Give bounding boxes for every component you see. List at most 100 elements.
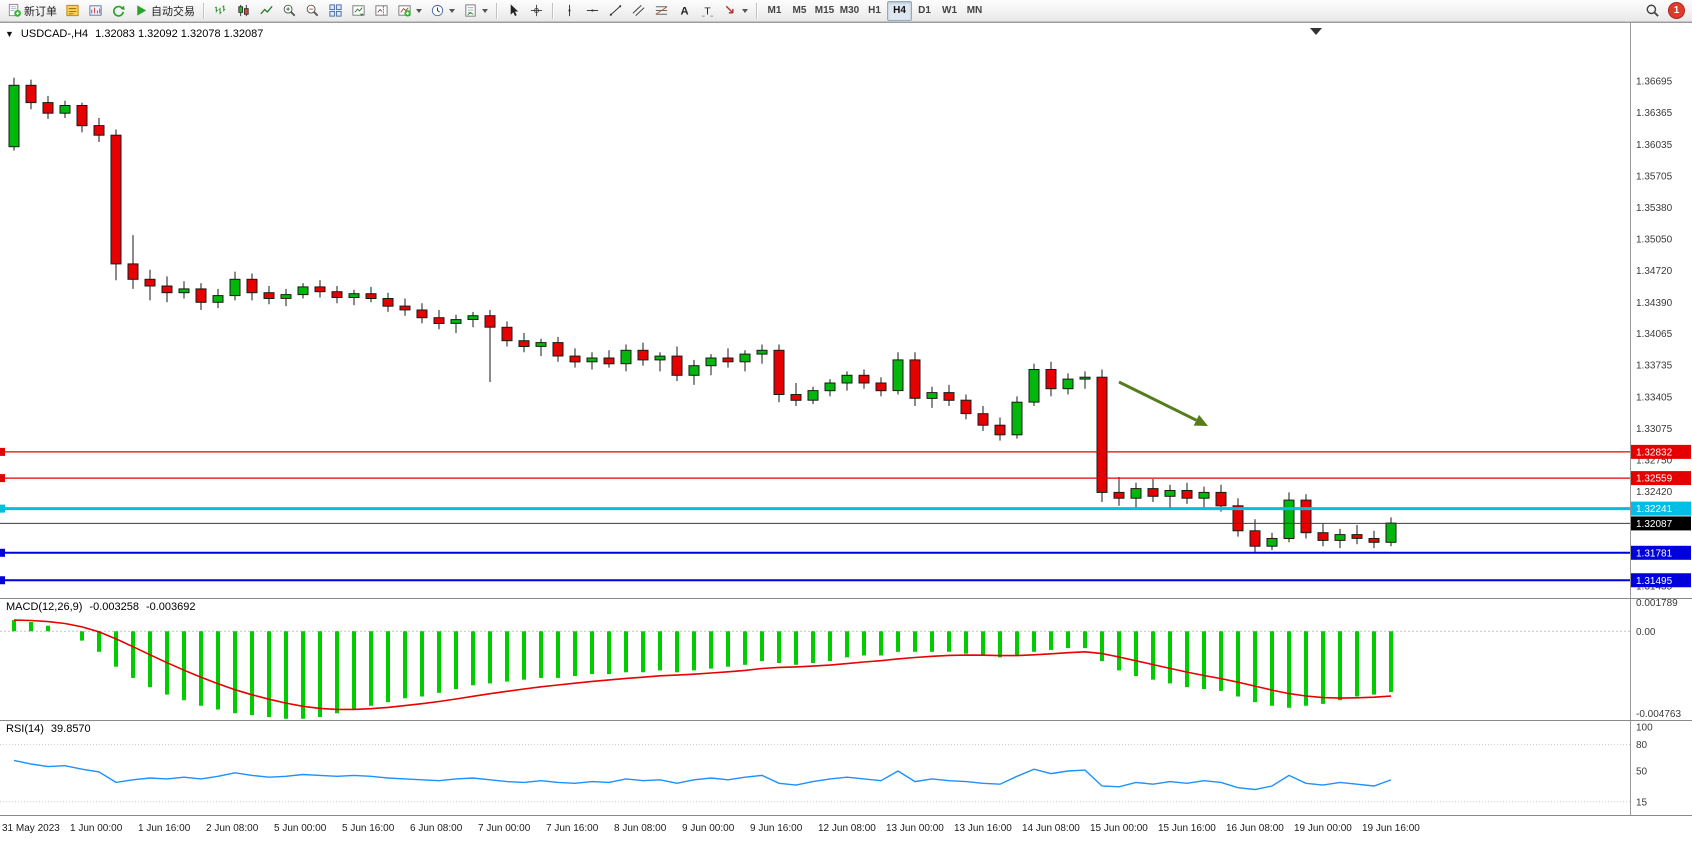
svg-text:5 Jun 00:00: 5 Jun 00:00: [274, 823, 327, 834]
terminal-button[interactable]: [84, 0, 107, 22]
svg-text:1.34065: 1.34065: [1636, 329, 1673, 340]
metaeditor-button[interactable]: [61, 0, 84, 22]
auto-scroll-button[interactable]: [347, 0, 370, 22]
svg-text:1.32559: 1.32559: [1636, 474, 1673, 485]
rsi-name: RSI(14): [6, 723, 44, 735]
candle-body: [1283, 499, 1295, 540]
candle-body: [688, 365, 700, 376]
timeframe-m1-button[interactable]: M1: [767, 5, 782, 16]
candle-body: [518, 340, 530, 348]
search-icon: [1646, 4, 1659, 17]
svg-text:1.31781: 1.31781: [1636, 548, 1673, 559]
timeframe-m15-button[interactable]: M15: [814, 5, 835, 16]
template-icon: [465, 4, 476, 17]
candle-body: [977, 413, 989, 426]
text-a-icon: A: [680, 6, 688, 18]
hline-1.31495[interactable]: 1.31495: [0, 573, 1691, 588]
rsi-value: 39.8570: [50, 723, 91, 735]
candle-body: [705, 357, 717, 367]
hline-1.31781[interactable]: 1.31781: [0, 545, 1691, 560]
trend-arrow[interactable]: [1118, 380, 1208, 426]
cursor-button[interactable]: [502, 0, 525, 22]
vertical-line-icon: [568, 4, 571, 17]
rsi-indicator-label: RSI(14) 39.8570: [6, 723, 91, 735]
text-label-t-icon: T: [701, 6, 714, 17]
candle-body: [960, 399, 972, 415]
candle-body: [280, 294, 292, 299]
trendline-icon: [609, 5, 622, 16]
macd-indicator-label: MACD(12,26,9) -0.003258 -0.003692: [6, 601, 196, 613]
svg-text:1.35050: 1.35050: [1636, 234, 1673, 245]
chart-symbol-period: USDCAD-,H4: [20, 28, 89, 40]
text-button[interactable]: A: [673, 0, 696, 22]
price-chart-canvas[interactable]: 1.36695 1.36365 1.36035 1.35705 1.35380 1.350…: [0, 23, 1692, 842]
candle-body: [1028, 369, 1040, 403]
candle-body: [93, 125, 105, 136]
candle-body: [790, 394, 802, 401]
line-edge-marker: [0, 576, 5, 585]
indicators-button[interactable]: [393, 0, 426, 22]
timeframe-h4-button[interactable]: H4: [887, 0, 912, 21]
candle-body: [739, 353, 751, 363]
svg-text:9 Jun 00:00: 9 Jun 00:00: [682, 823, 735, 834]
refresh-button[interactable]: [107, 0, 130, 22]
timeframe-m30-button[interactable]: M30: [839, 5, 860, 16]
tile-windows-button[interactable]: [324, 0, 347, 22]
auto-scroll-icon: [352, 5, 365, 17]
svg-text:80: 80: [1636, 740, 1648, 751]
vertical-line-button[interactable]: [558, 0, 581, 22]
svg-text:1.34720: 1.34720: [1636, 266, 1673, 277]
svg-text:100: 100: [1636, 723, 1653, 734]
notification-badge[interactable]: 1: [1668, 2, 1685, 19]
trendline-button[interactable]: [604, 0, 627, 22]
candle-body: [1130, 488, 1142, 499]
timeframe-mn-button[interactable]: MN: [966, 5, 983, 16]
templates-button[interactable]: [459, 0, 492, 22]
macd-pane: 0.001789 0.00 -0.004763: [0, 598, 1681, 720]
line-chart-button[interactable]: [255, 0, 278, 22]
new-order-button[interactable]: 新订单: [3, 0, 61, 22]
timeframe-d1-button[interactable]: D1: [918, 5, 931, 16]
bar-chart-button[interactable]: [209, 0, 232, 22]
svg-text:15: 15: [1636, 797, 1648, 808]
autotrading-play-icon: [137, 5, 147, 16]
autotrading-button[interactable]: 自动交易: [130, 0, 199, 22]
hline-1.32241[interactable]: 1.32241: [0, 501, 1691, 516]
equidistant-channel-button[interactable]: [627, 0, 650, 22]
tile-windows-icon: [329, 4, 342, 17]
crosshair-button[interactable]: [525, 0, 548, 22]
candle-body: [892, 359, 904, 392]
zoom-out-button[interactable]: [301, 0, 324, 22]
candlestick-chart-button[interactable]: [232, 0, 255, 22]
svg-text:1.35705: 1.35705: [1636, 172, 1673, 183]
text-label-button[interactable]: T: [696, 0, 719, 22]
candlestick-series: [8, 77, 1397, 552]
timeframe-w1-button[interactable]: W1: [942, 5, 957, 16]
fibonacci-button[interactable]: [650, 0, 673, 22]
chart-window: 1.36695 1.36365 1.36035 1.35705 1.35380 1.350…: [0, 22, 1692, 841]
svg-text:1.33405: 1.33405: [1636, 392, 1673, 403]
hline-1.32832[interactable]: 1.32832: [0, 444, 1691, 459]
timeframe-h1-button[interactable]: H1: [868, 5, 881, 16]
horizontal-line-button[interactable]: [581, 0, 604, 22]
search-button[interactable]: [1641, 0, 1664, 22]
svg-text:19 Jun 00:00: 19 Jun 00:00: [1294, 823, 1352, 834]
timeframe-m5-button[interactable]: M5: [792, 5, 807, 16]
hline-1.32087[interactable]: 1.32087: [0, 516, 1691, 531]
svg-text:1.32241: 1.32241: [1636, 504, 1673, 515]
candle-body: [127, 263, 139, 280]
hline-1.32559[interactable]: 1.32559: [0, 471, 1691, 486]
svg-text:12 Jun 08:00: 12 Jun 08:00: [818, 823, 876, 834]
chart-shift-marker[interactable]: [1310, 28, 1322, 35]
candle-body: [926, 392, 938, 399]
arrows-button[interactable]: [719, 0, 752, 22]
channel-icon: [632, 5, 645, 16]
zoom-in-button[interactable]: [278, 0, 301, 22]
chart-shift-button[interactable]: [370, 0, 393, 22]
candle-body: [161, 285, 173, 294]
candle-body: [25, 84, 37, 104]
periods-button[interactable]: [426, 0, 459, 22]
svg-text:19 Jun 16:00: 19 Jun 16:00: [1362, 823, 1420, 834]
candle-body: [756, 349, 768, 355]
chart-menu-icon[interactable]: ▼: [5, 29, 14, 39]
